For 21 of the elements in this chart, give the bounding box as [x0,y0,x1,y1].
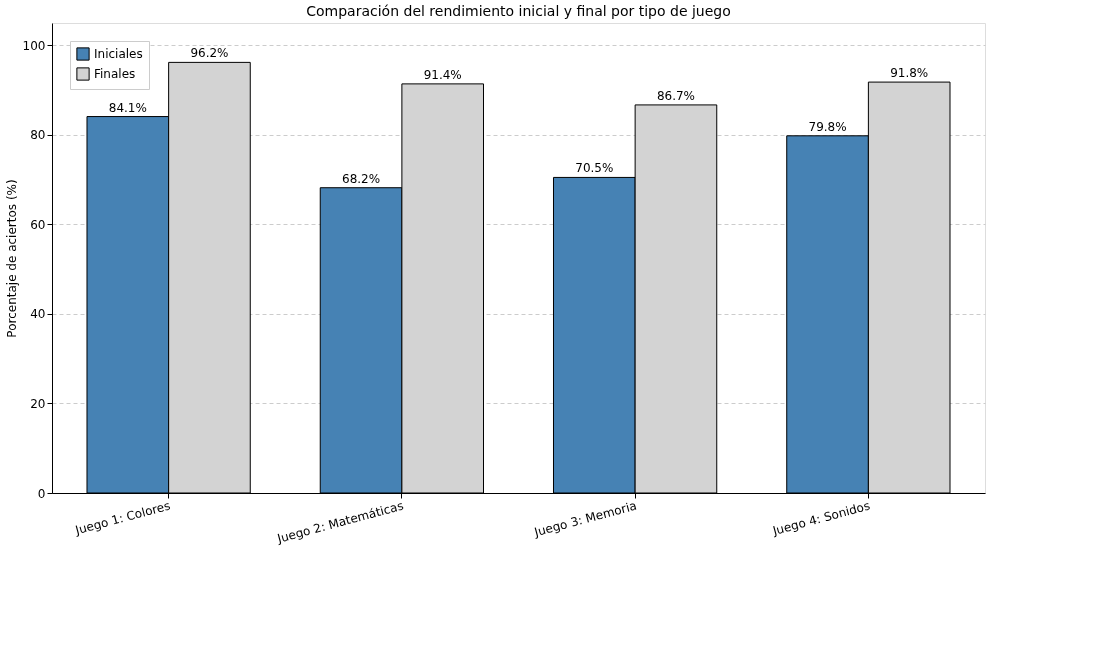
data-label: 68.2% [341,171,381,186]
y-axis-title: Porcentaje de aciertos (%) [4,179,19,338]
legend-label: Iniciales [94,47,143,61]
x-tick-label: Juego 4: Sonidos [770,498,872,539]
y-tick-label: 60 [30,217,46,232]
data-label: 79.8% [808,119,847,134]
y-tick-label: 20 [30,396,46,411]
legend-label: Finales [94,67,136,81]
y-tick-label: 80 [30,128,46,143]
data-label: 70.5% [575,161,614,176]
y-tick-label: 100 [22,38,46,53]
data-label: 86.7% [656,88,696,103]
x-tick-label: Juego 1: Colores [72,498,172,538]
data-label: 84.1% [108,100,147,115]
data-label: 96.2% [190,46,229,61]
data-label: 91.4% [423,67,462,82]
y-tick-label: 40 [30,307,46,322]
chart-title: Comparación del rendimiento inicial y final por tipo de juego [306,3,731,19]
y-tick-label: 0 [37,486,46,501]
x-tick-label: Juego 3: Memoria [532,498,639,540]
data-label: 91.8% [890,66,929,81]
